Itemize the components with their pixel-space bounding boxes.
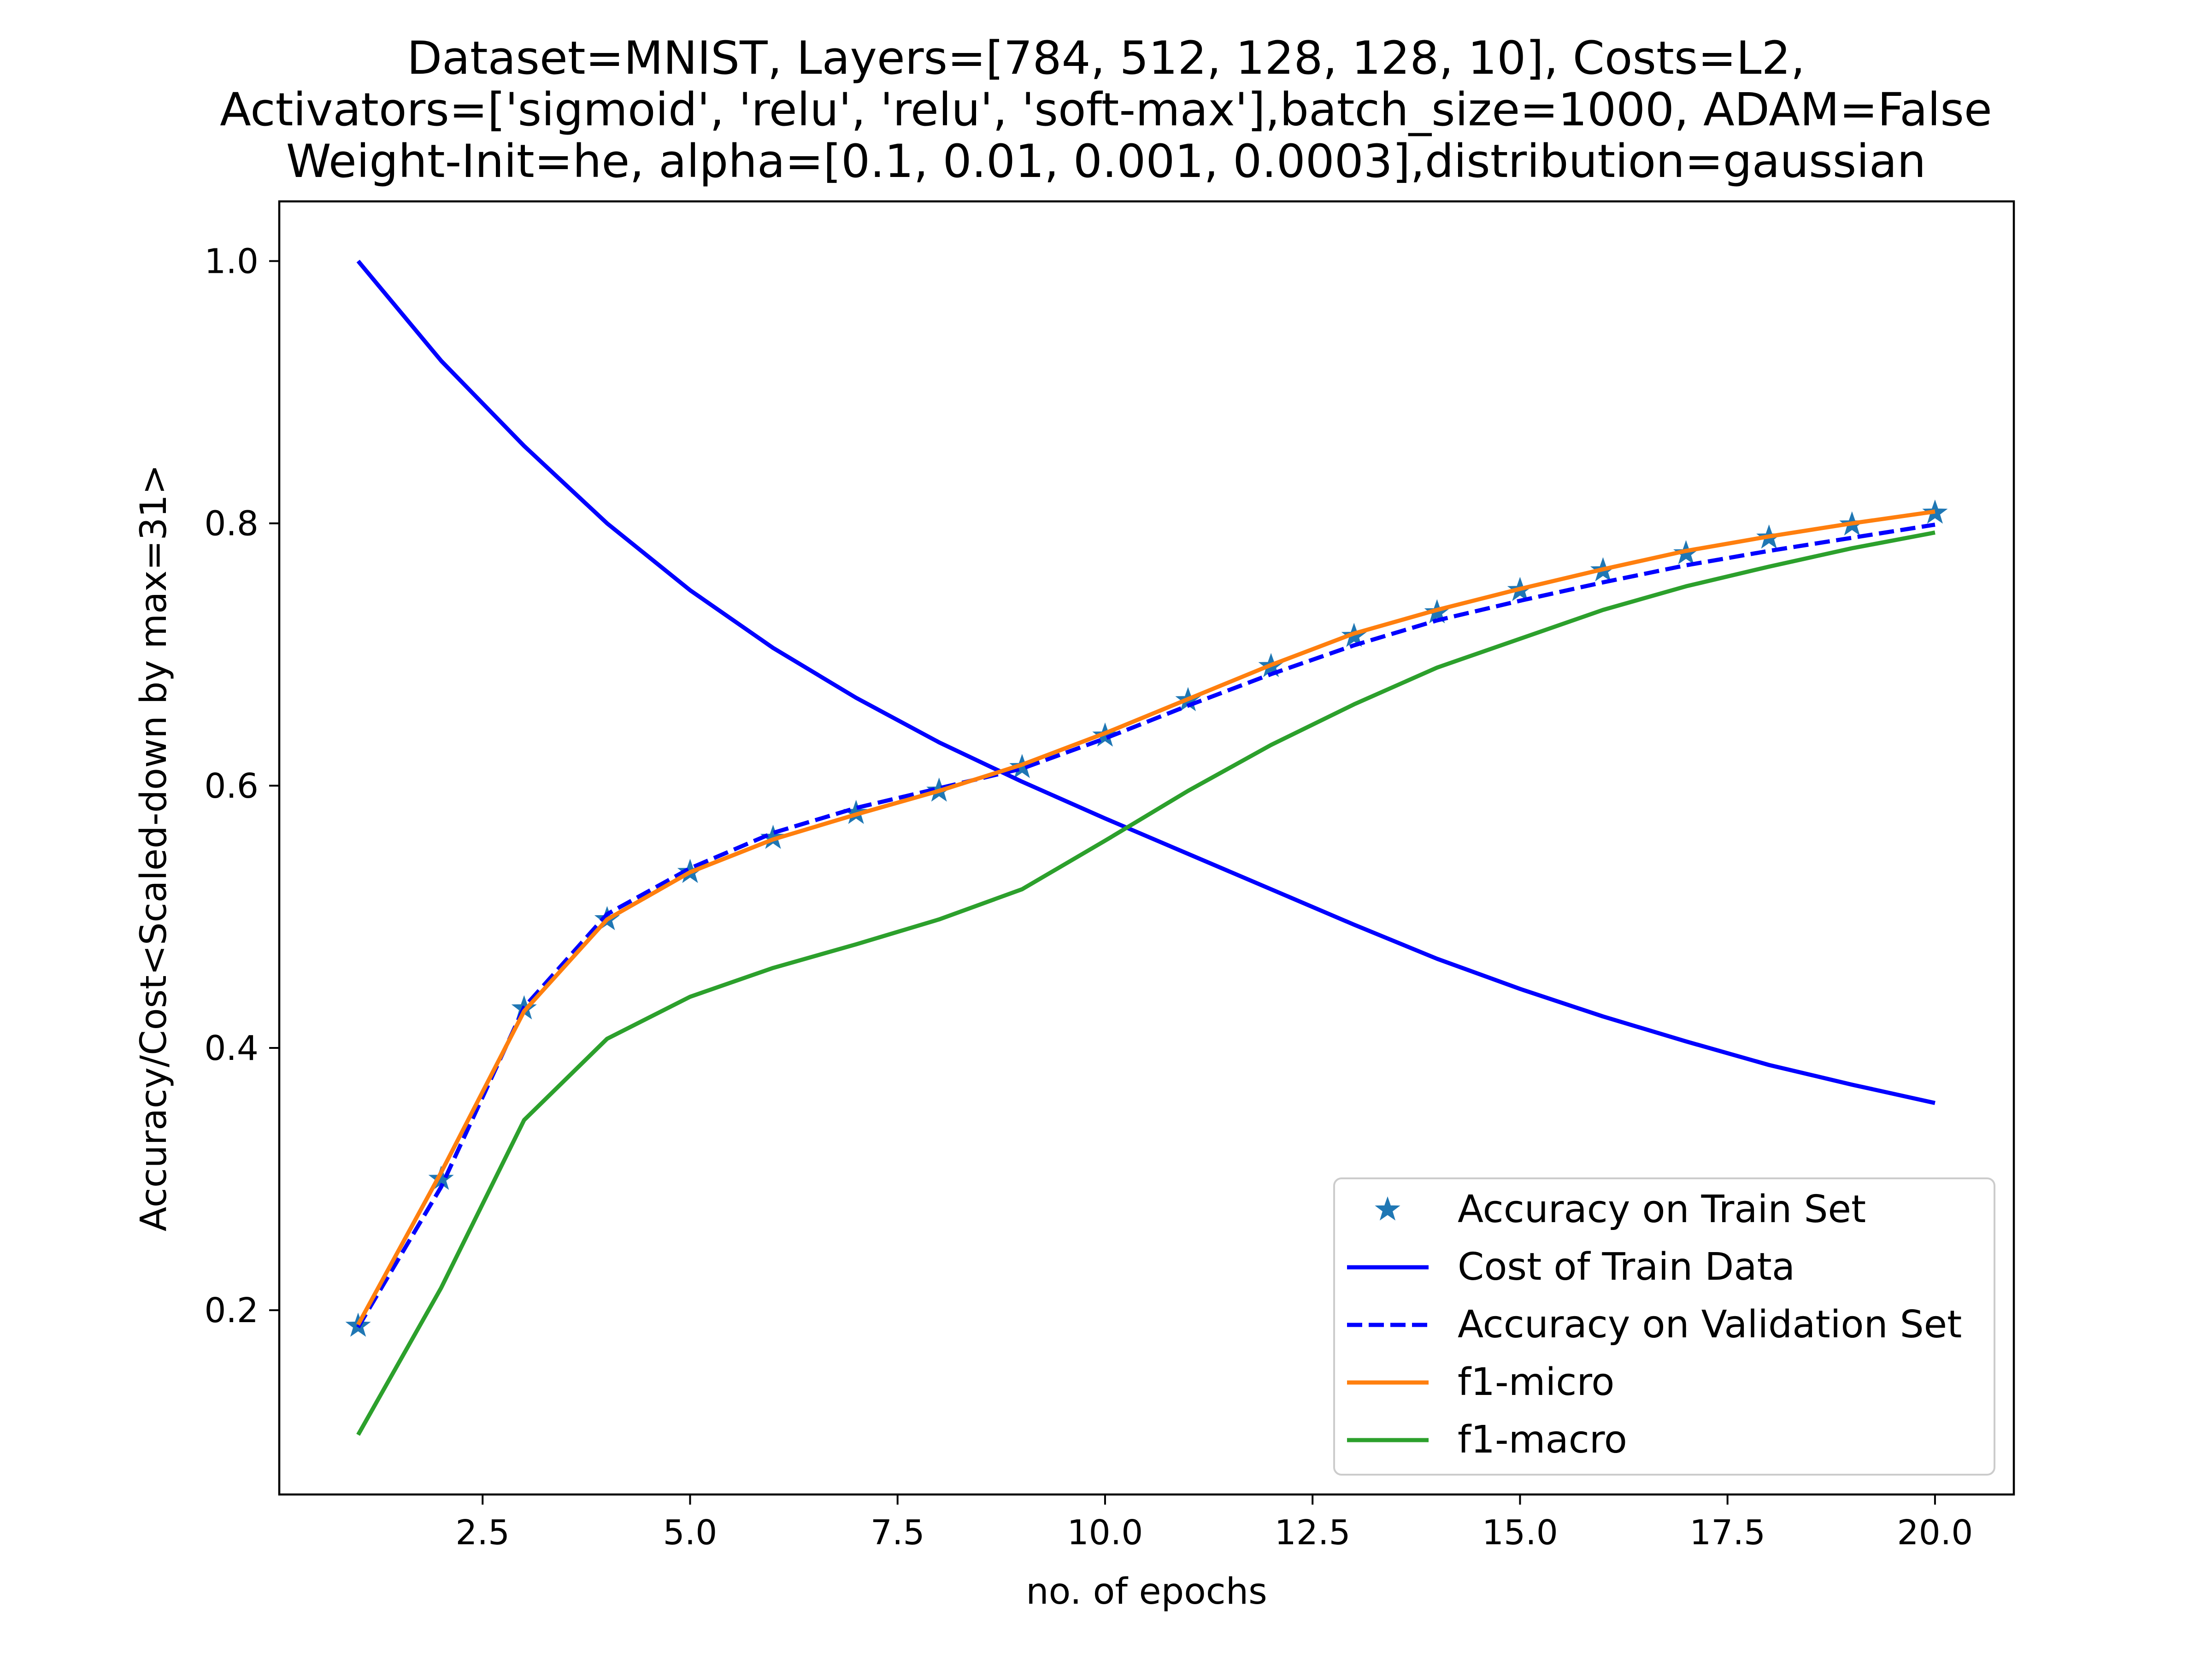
x-tick-label: 7.5 [871,1513,925,1553]
legend-label: f1-micro [1458,1360,1614,1404]
series-layer [345,259,1948,1436]
axes-frame [278,200,2015,1496]
y-axis-label: Accuracy/Cost<Scaled-down by max=31> [133,465,175,1231]
x-tick-label: 17.5 [1689,1513,1765,1553]
legend-item-validation-accuracy: Accuracy on Validation Set [1347,1303,1962,1347]
series-line-f1-macro [356,530,1936,1436]
legend-item-train-cost: Cost of Train Data [1347,1245,1795,1289]
y-tick-label: 0.6 [204,766,259,806]
x-axis-label: no. of epochs [1026,1571,1267,1612]
x-tick-label: 12.5 [1275,1513,1351,1553]
x-tick-label: 20.0 [1897,1513,1973,1553]
chart-title: Dataset=MNIST, Layers=[784, 512, 128, 12… [220,32,1992,188]
legend-box [1333,1177,1995,1476]
series-line-f1-micro [356,509,1936,1326]
legend-label: Accuracy on Train Set [1458,1188,1866,1231]
legend: Accuracy on Train Set Cost of Train Data… [1333,1177,1995,1476]
x-axis-ticks: 2.5 5.0 7.5 10.0 12.5 15.0 17.5 20.0 [455,1494,1973,1553]
legend-item-train-accuracy: Accuracy on Train Set [1375,1188,1866,1231]
y-tick-label: 1.0 [204,241,259,281]
legend-item-f1-macro: f1-macro [1347,1418,1627,1462]
legend-label: Accuracy on Validation Set [1458,1303,1962,1347]
y-tick-label: 0.4 [204,1029,259,1068]
x-tick-label: 10.0 [1067,1513,1143,1553]
series-line-cost-of-train-data [356,259,1936,1105]
x-tick-label: 5.0 [663,1513,718,1553]
x-tick-label: 2.5 [455,1513,510,1553]
legend-label: f1-macro [1458,1418,1627,1462]
title-line-2: Activators=['sigmoid', 'relu', 'relu', '… [220,83,1992,136]
title-line-1: Dataset=MNIST, Layers=[784, 512, 128, 12… [407,32,1805,85]
y-tick-label: 0.2 [204,1291,259,1330]
legend-star-marker [1375,1196,1400,1221]
x-tick-label: 15.0 [1482,1513,1558,1553]
y-axis-ticks: 0.2 0.4 0.6 0.8 1.0 [204,241,279,1330]
title-line-3: Weight-Init=he, alpha=[0.1, 0.01, 0.001,… [286,135,1926,188]
y-tick-label: 0.8 [204,504,259,544]
plot-area [278,200,2015,1496]
series-line-accuracy-on-validation-set [356,523,1936,1329]
legend-item-f1-micro: f1-micro [1347,1360,1614,1404]
legend-label: Cost of Train Data [1458,1245,1795,1289]
